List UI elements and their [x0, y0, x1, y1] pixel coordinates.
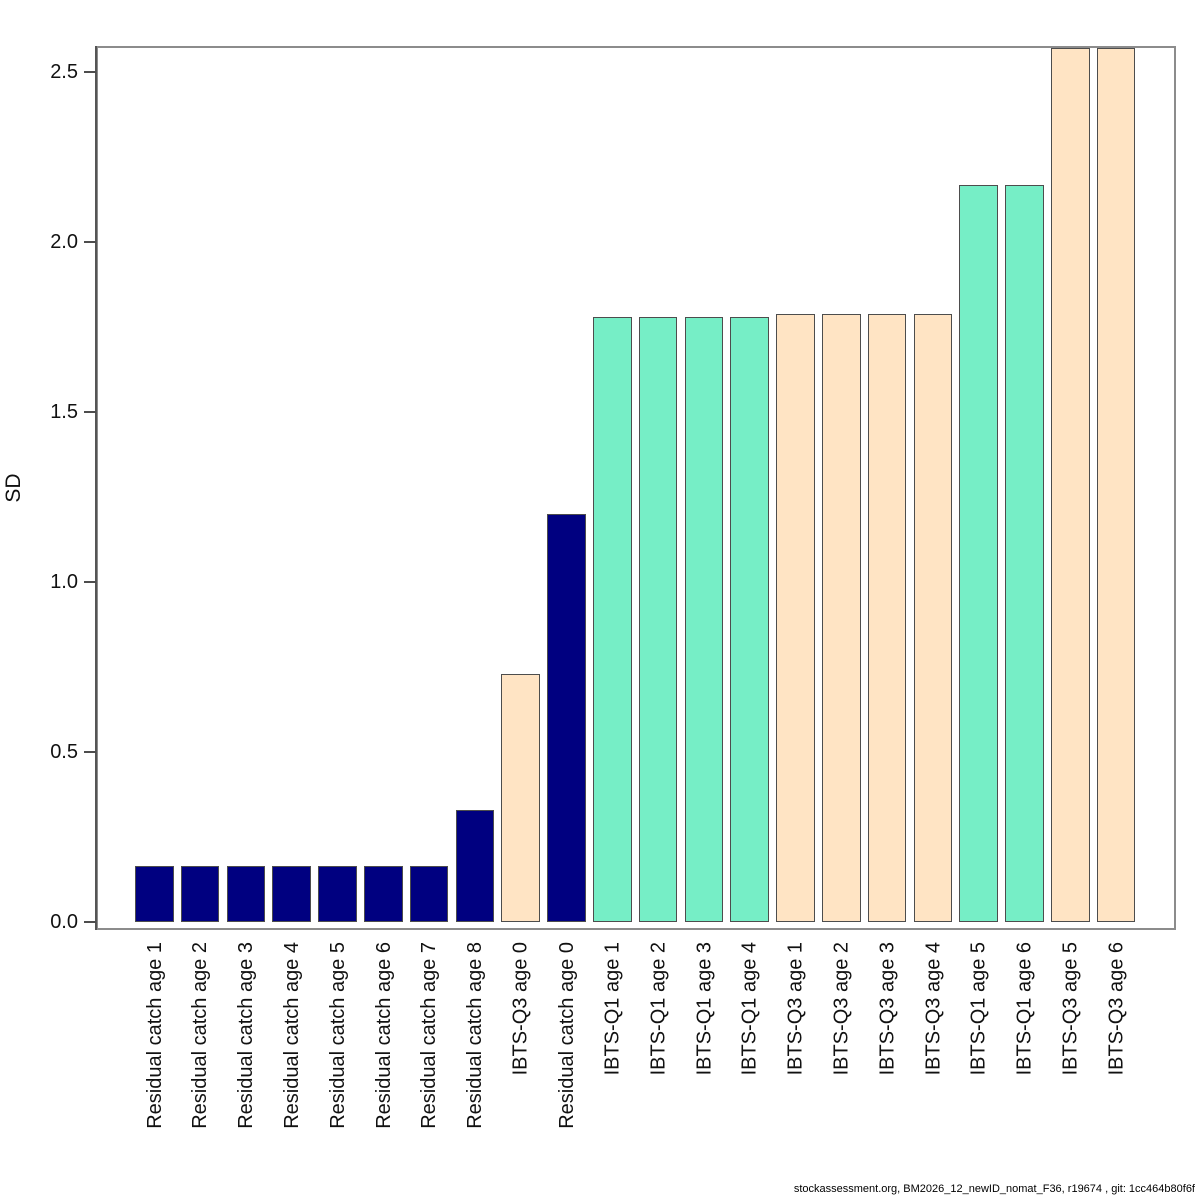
x-axis-label: IBTS-Q3 age 5 — [1059, 942, 1082, 1076]
bar-ibts-q3-age-5 — [1051, 48, 1090, 923]
x-axis-label: IBTS-Q3 age 0 — [509, 942, 532, 1076]
bar-ibts-q1-age-3 — [684, 317, 724, 923]
bar-ibts-q1-age-5 — [959, 184, 998, 923]
bar-residual-catch-age-4 — [272, 866, 311, 923]
y-axis-tick — [84, 241, 96, 244]
x-axis-label: IBTS-Q1 age 5 — [967, 942, 990, 1076]
x-axis-label: Residual catch age 6 — [372, 942, 395, 1129]
bar-ibts-q3-age-6 — [1096, 48, 1136, 923]
x-axis-label: Residual catch age 7 — [418, 942, 441, 1129]
bar-ibts-q3-age-1 — [776, 313, 815, 923]
bar-residual-catch-age-2 — [180, 866, 220, 923]
bar-residual-catch-age-0 — [547, 514, 586, 923]
bar-ibts-q1-age-2 — [638, 317, 678, 923]
bar-ibts-q3-age-4 — [913, 313, 953, 923]
bar-ibts-q1-age-4 — [730, 317, 769, 923]
x-axis-label: Residual catch age 8 — [463, 942, 486, 1129]
y-axis-tick-label: 1.5 — [50, 401, 78, 424]
y-axis-tick-label: 2.0 — [50, 231, 78, 254]
bar-ibts-q3-age-3 — [867, 313, 907, 923]
y-axis-tick — [84, 71, 96, 74]
x-axis-label: IBTS-Q1 age 6 — [1013, 942, 1036, 1076]
x-axis-label: IBTS-Q1 age 2 — [647, 942, 670, 1076]
x-axis-label: Residual catch age 2 — [189, 942, 212, 1129]
x-axis-label: IBTS-Q3 age 4 — [921, 942, 944, 1076]
x-axis-label: IBTS-Q3 age 3 — [876, 942, 899, 1076]
bar-ibts-q3-age-0 — [501, 674, 540, 923]
y-axis-tick — [84, 581, 96, 584]
y-axis-tick-label: 1.0 — [50, 571, 78, 594]
x-axis-label: IBTS-Q3 age 2 — [830, 942, 853, 1076]
y-axis-tick-label: 0.0 — [50, 911, 78, 934]
x-axis-label: IBTS-Q3 age 1 — [784, 942, 807, 1076]
bar-ibts-q3-age-2 — [822, 313, 861, 923]
bar-residual-catch-age-3 — [226, 866, 266, 923]
x-axis-label: Residual catch age 3 — [234, 942, 257, 1129]
x-axis-label: Residual catch age 5 — [326, 942, 349, 1129]
x-axis-label: Residual catch age 4 — [280, 942, 303, 1129]
x-axis-label: IBTS-Q1 age 4 — [738, 942, 761, 1076]
bar-residual-catch-age-1 — [135, 866, 174, 923]
bar-ibts-q1-age-6 — [1005, 184, 1044, 923]
y-axis-tick — [84, 751, 96, 754]
bar-residual-catch-age-8 — [455, 810, 495, 923]
x-axis-label: IBTS-Q3 age 6 — [1105, 942, 1128, 1076]
y-axis-tick — [84, 411, 96, 414]
y-axis-line — [95, 46, 97, 930]
bar-residual-catch-age-5 — [318, 866, 357, 923]
bar-residual-catch-age-6 — [364, 866, 403, 923]
y-axis-title: SD — [2, 473, 25, 503]
x-axis-label: IBTS-Q1 age 3 — [692, 942, 715, 1076]
y-axis-tick-label: 0.5 — [50, 741, 78, 764]
x-axis-label: Residual catch age 1 — [143, 942, 166, 1129]
footer-attribution: stockassessment.org, BM2026_12_newID_nom… — [793, 1183, 1195, 1195]
x-axis-label: Residual catch age 0 — [555, 942, 578, 1129]
bar-ibts-q1-age-1 — [593, 317, 632, 923]
y-axis-tick-label: 2.5 — [50, 61, 78, 84]
x-axis-label: IBTS-Q1 age 1 — [601, 942, 624, 1076]
y-axis-tick — [84, 921, 96, 924]
bar-residual-catch-age-7 — [409, 866, 449, 923]
